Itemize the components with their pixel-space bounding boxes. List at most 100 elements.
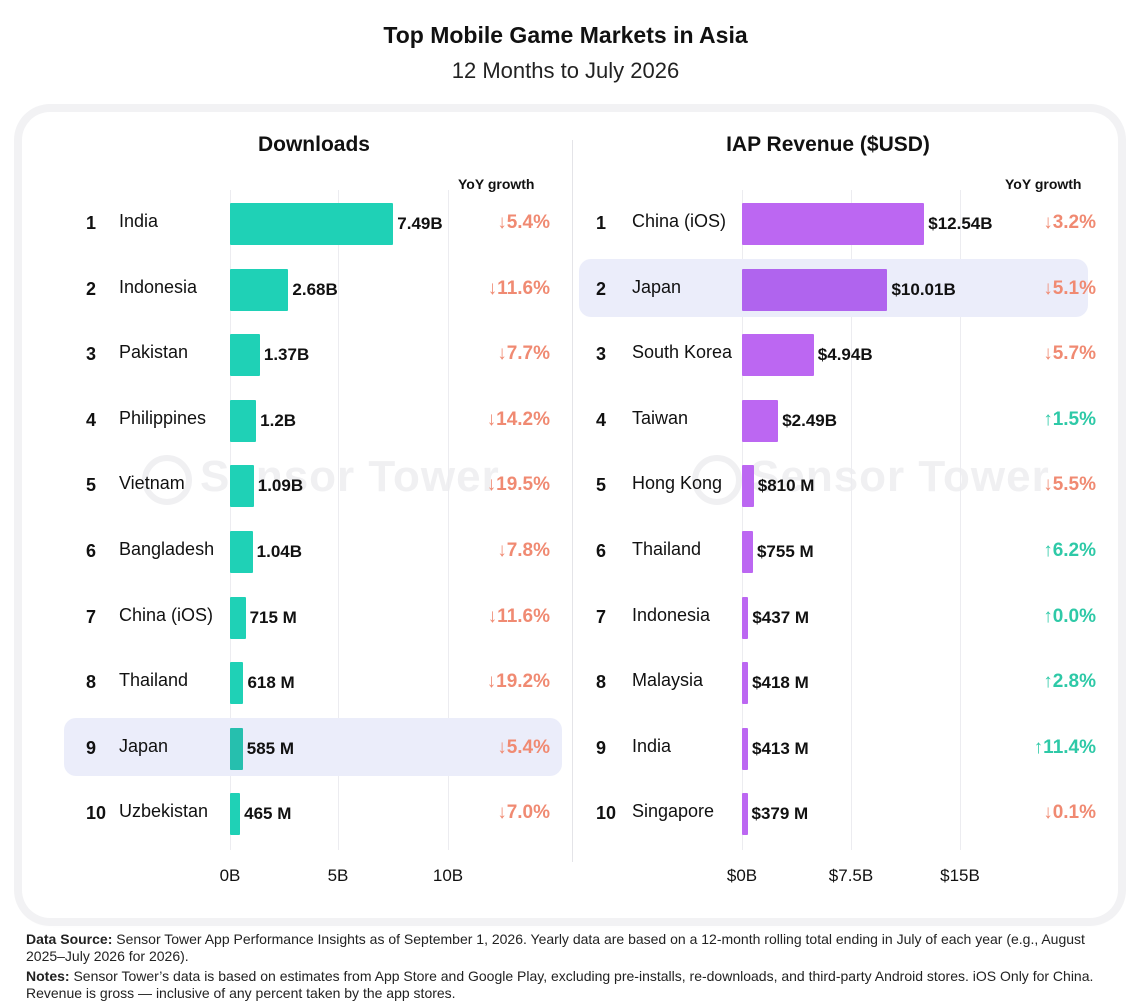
yoy-growth-value: ↓14.2% bbox=[486, 408, 550, 430]
bar-value-label: $755 M bbox=[756, 542, 814, 561]
market-name: India bbox=[632, 735, 672, 756]
notes-label: Notes: bbox=[26, 968, 70, 984]
bar bbox=[742, 793, 748, 836]
rank-number: 7 bbox=[86, 606, 97, 627]
market-name: Uzbekistan bbox=[119, 801, 209, 822]
chart-title: Top Mobile Game Markets in Asia bbox=[383, 22, 748, 48]
bar-value-label: $413 M bbox=[752, 738, 809, 758]
rank-number: 2 bbox=[86, 278, 97, 299]
chart-card bbox=[22, 112, 1118, 918]
rank-number: 5 bbox=[86, 475, 97, 496]
rank-number: 9 bbox=[86, 737, 97, 758]
market-name: Japan bbox=[119, 735, 169, 756]
market-name: Singapore bbox=[632, 801, 715, 822]
rank-number: 4 bbox=[596, 409, 607, 430]
bar-value-label: $418 M bbox=[752, 673, 809, 693]
grid-line bbox=[230, 190, 231, 850]
rank-number: 5 bbox=[596, 475, 607, 496]
watermark-logo-icon bbox=[692, 455, 742, 505]
bar-value-label: $2.49B bbox=[782, 410, 838, 430]
watermark-logo-icon bbox=[142, 455, 192, 505]
bar bbox=[230, 531, 253, 573]
bar-value-label: 1.09B bbox=[257, 476, 304, 496]
market-name: Vietnam bbox=[119, 473, 185, 494]
x-tick-label: $0B bbox=[726, 866, 758, 885]
market-name: South Korea bbox=[632, 342, 733, 363]
bar bbox=[742, 727, 748, 770]
grid-line bbox=[338, 190, 339, 850]
chart-subtitle: 12 Months to July 2026 bbox=[451, 58, 680, 83]
source-text: Sensor Tower App Performance Insights as… bbox=[26, 931, 1085, 964]
yoy-growth-value: ↓3.2% bbox=[1043, 212, 1096, 233]
bar bbox=[230, 596, 246, 639]
rank-number: 8 bbox=[86, 672, 97, 693]
x-tick-label: $15B bbox=[940, 866, 980, 885]
bar bbox=[230, 465, 254, 508]
panel-title: Downloads bbox=[257, 133, 370, 156]
yoy-growth-value: ↓5.7% bbox=[1043, 343, 1096, 365]
rank-number: 1 bbox=[86, 213, 97, 233]
grid-line bbox=[448, 190, 449, 850]
rank-number: 10 bbox=[596, 803, 617, 824]
rank-number: 3 bbox=[596, 344, 607, 365]
yoy-growth-value: ↑2.8% bbox=[1043, 671, 1096, 693]
bar bbox=[230, 662, 244, 705]
market-name: China (iOS) bbox=[119, 604, 214, 625]
bar bbox=[742, 268, 888, 311]
bar bbox=[742, 334, 814, 377]
bar-value-label: 585 M bbox=[246, 738, 294, 758]
footer-source: Data Source: Sensor Tower App Performanc… bbox=[26, 931, 1116, 965]
bar-value-label: $810 M bbox=[757, 476, 815, 496]
grid-line bbox=[742, 190, 743, 850]
x-tick-label: 5B bbox=[327, 866, 349, 885]
bar bbox=[742, 662, 749, 705]
panel-title: IAP Revenue ($USD) bbox=[726, 133, 930, 156]
notes-text: Sensor Tower’s data is based on estimate… bbox=[26, 968, 1094, 1001]
bar-value-label: 2.68B bbox=[292, 279, 338, 299]
bar-value-label: 7.49B bbox=[397, 214, 443, 233]
x-tick-label: $7.5B bbox=[828, 866, 874, 885]
rank-number: 4 bbox=[86, 409, 97, 430]
yoy-growth-value: ↓7.0% bbox=[497, 802, 550, 824]
yoy-growth-value: ↓19.2% bbox=[486, 671, 550, 693]
yoy-growth-header: YoY growth bbox=[458, 176, 535, 192]
yoy-growth-value: ↓5.4% bbox=[497, 212, 550, 233]
bar-value-label: 465 M bbox=[244, 804, 292, 824]
watermark-right: Sensor Tower bbox=[750, 452, 1050, 501]
bar-value-label: $437 M bbox=[752, 607, 810, 627]
market-name: India bbox=[119, 211, 159, 231]
bar-value-label: $10.01B bbox=[891, 279, 956, 299]
bar bbox=[742, 596, 749, 639]
rank-number: 6 bbox=[596, 541, 607, 561]
bar-value-label: 715 M bbox=[249, 607, 297, 627]
x-tick-label: 10B bbox=[432, 866, 464, 885]
market-name: Hong Kong bbox=[632, 473, 723, 494]
bar bbox=[742, 465, 754, 508]
bar-value-label: 1.37B bbox=[263, 345, 310, 365]
yoy-growth-value: ↑6.2% bbox=[1043, 540, 1096, 561]
yoy-growth-header: YoY growth bbox=[1005, 176, 1082, 192]
bar-value-label: $379 M bbox=[751, 804, 809, 824]
yoy-growth-value: ↓0.1% bbox=[1043, 802, 1096, 824]
market-name: Japan bbox=[632, 276, 682, 297]
yoy-growth-value: ↓11.6% bbox=[487, 605, 550, 627]
market-name: Malaysia bbox=[632, 670, 704, 691]
rank-number: 3 bbox=[86, 344, 97, 365]
bar bbox=[230, 793, 241, 836]
source-label: Data Source: bbox=[26, 931, 113, 947]
yoy-growth-value: ↓5.4% bbox=[497, 736, 550, 758]
panel-divider bbox=[572, 140, 573, 862]
bar bbox=[742, 399, 779, 442]
bar-value-label: 1.2B bbox=[260, 410, 297, 430]
yoy-growth-value: ↑11.4% bbox=[1033, 736, 1096, 758]
yoy-growth-value: ↓5.1% bbox=[1043, 277, 1096, 299]
market-name: China (iOS) bbox=[632, 211, 727, 231]
market-name: Philippines bbox=[119, 407, 207, 428]
grid-line bbox=[851, 190, 852, 850]
rank-number: 2 bbox=[596, 278, 607, 299]
bar-value-label: 618 M bbox=[247, 673, 295, 693]
bar bbox=[742, 531, 753, 573]
market-name: Thailand bbox=[119, 670, 189, 691]
market-name: Bangladesh bbox=[119, 539, 215, 559]
rank-number: 7 bbox=[596, 606, 607, 627]
